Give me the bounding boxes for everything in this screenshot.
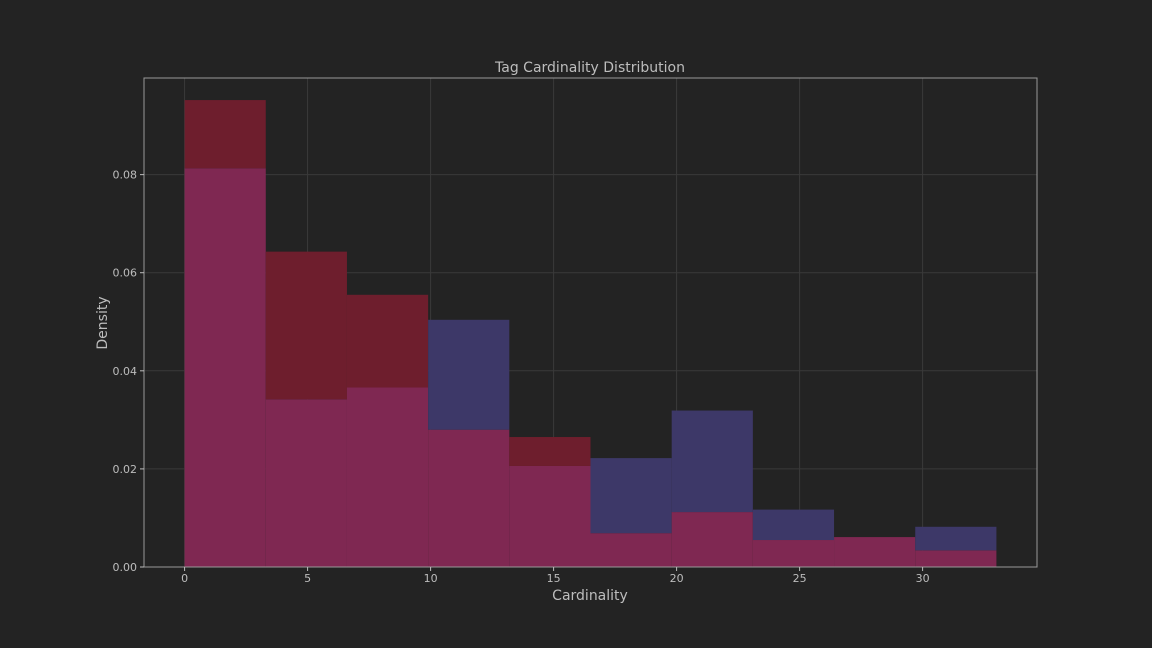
- bar-overlap: [915, 550, 997, 567]
- y-tick-label: 0.04: [113, 365, 138, 378]
- y-axis-label: Density: [95, 296, 111, 349]
- x-tick-label: 0: [181, 572, 188, 585]
- histogram-bars: [184, 100, 997, 567]
- bar-series-b: [265, 251, 347, 400]
- y-tick-label: 0.08: [113, 169, 138, 182]
- bar-series-c: [590, 458, 672, 534]
- x-tick-label: 10: [424, 572, 438, 585]
- bar-overlap: [509, 465, 591, 567]
- bar-series-c: [671, 410, 753, 513]
- bar-overlap: [671, 512, 753, 567]
- bar-overlap: [752, 540, 835, 567]
- x-tick-label: 5: [304, 572, 311, 585]
- bar-series-c: [428, 319, 510, 430]
- y-tick-label: 0.00: [113, 561, 138, 574]
- bar-overlap: [184, 168, 266, 567]
- bar-series-c: [752, 509, 835, 541]
- x-axis-label: Cardinality: [552, 588, 628, 604]
- x-tick-label: 30: [916, 572, 930, 585]
- plot-frame: [143, 77, 1038, 568]
- x-tick-label: 25: [793, 572, 807, 585]
- x-axis-ticks: 0 5 10 15 20 25 30: [181, 567, 930, 585]
- chart-title: Tag Cardinality Distribution: [494, 60, 685, 76]
- bar-overlap: [834, 537, 916, 567]
- bar-series-b: [346, 294, 429, 388]
- y-axis-ticks: 0.00 0.02 0.04 0.06 0.08: [113, 169, 144, 574]
- bar-series-c: [915, 526, 997, 551]
- bar-overlap: [265, 399, 347, 567]
- y-tick-label: 0.06: [113, 267, 138, 280]
- bar-overlap: [346, 387, 429, 567]
- bar-series-b: [184, 100, 266, 169]
- y-tick-label: 0.02: [113, 463, 138, 476]
- x-tick-label: 20: [670, 572, 684, 585]
- bar-overlap: [590, 533, 672, 567]
- bar-series-b: [509, 437, 591, 466]
- bar-overlap: [428, 429, 510, 567]
- x-tick-label: 15: [547, 572, 561, 585]
